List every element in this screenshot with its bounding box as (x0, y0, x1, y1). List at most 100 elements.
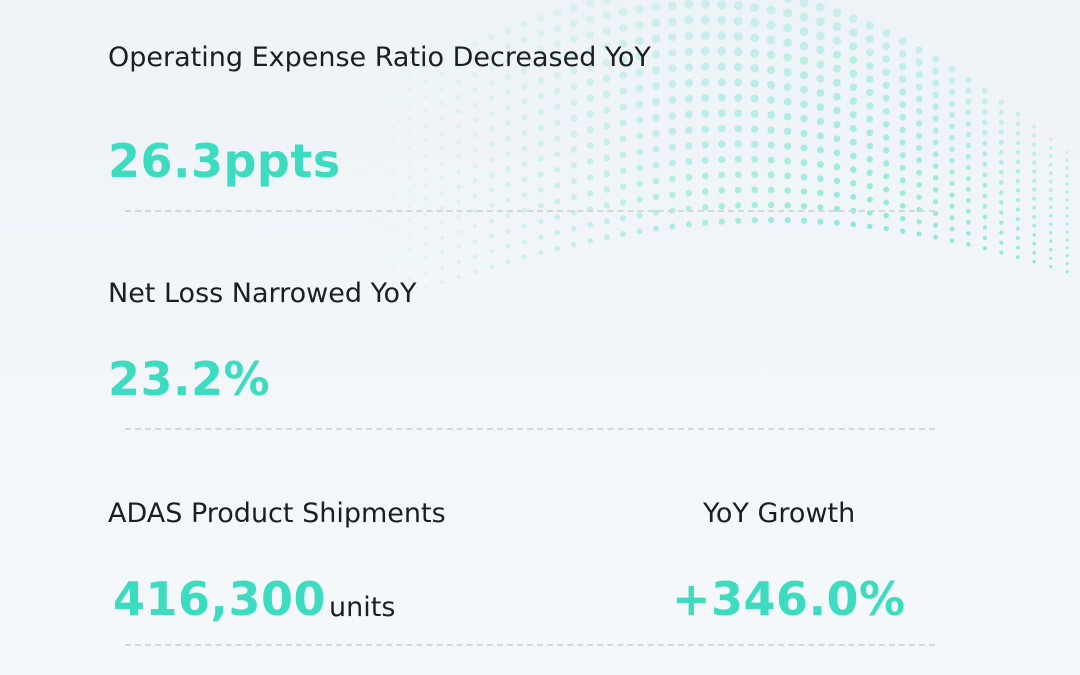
dot (668, 48, 677, 57)
dot (948, 111, 956, 119)
dot (668, 32, 677, 42)
dot (1065, 214, 1069, 218)
dot (734, 124, 742, 133)
dot (866, 102, 874, 110)
dot (423, 109, 428, 114)
dot (899, 139, 906, 146)
dot (668, 127, 677, 136)
dot (982, 98, 988, 105)
dot (751, 171, 759, 179)
dot (684, 63, 694, 72)
dot (586, 31, 595, 39)
dot (440, 280, 445, 285)
dot (833, 149, 841, 157)
dot (948, 100, 956, 107)
dot (883, 212, 889, 219)
dot (965, 198, 971, 203)
dot (702, 219, 709, 226)
dot (1065, 182, 1069, 186)
dot (521, 67, 528, 75)
dot (982, 161, 988, 167)
dot (933, 210, 939, 217)
dot (554, 198, 561, 205)
dot (932, 198, 939, 205)
dot (521, 239, 527, 245)
dot (602, 27, 611, 36)
dot (1015, 111, 1021, 117)
dot (456, 259, 461, 264)
dot (1032, 178, 1037, 183)
dot (866, 129, 874, 137)
dot (916, 169, 922, 176)
dot (882, 107, 890, 115)
dot (965, 76, 972, 83)
dot (982, 119, 988, 126)
dot (489, 203, 495, 208)
dot (488, 110, 495, 117)
dot (440, 146, 445, 151)
dot (800, 173, 808, 181)
dot (932, 175, 939, 181)
dot (668, 96, 677, 104)
metric-label: ADAS Product Shipments (108, 498, 446, 529)
dot (635, 84, 644, 93)
dot (538, 218, 544, 225)
dot (489, 264, 494, 269)
dot (882, 94, 890, 102)
dot (915, 120, 923, 127)
dot (456, 274, 461, 279)
dot (685, 221, 692, 228)
dot (684, 15, 694, 25)
dot (635, 52, 644, 61)
dot (603, 138, 611, 146)
dot (570, 130, 578, 138)
dot (766, 50, 776, 60)
dot (374, 104, 378, 108)
dot (620, 215, 627, 222)
dot (407, 175, 412, 179)
dot (766, 5, 776, 15)
dot (1032, 124, 1037, 129)
dot (619, 71, 627, 80)
dot (1049, 256, 1053, 260)
dot (569, 35, 578, 44)
dot (505, 244, 511, 249)
dot (586, 62, 594, 71)
dot (784, 187, 791, 194)
dot (700, 15, 710, 25)
dot (1065, 262, 1069, 266)
dot (391, 139, 395, 143)
dot (1048, 137, 1053, 142)
dot (391, 225, 395, 229)
dot (635, 68, 644, 77)
dot (554, 214, 561, 220)
dot (866, 142, 874, 150)
dot (899, 190, 906, 197)
dot (554, 119, 561, 126)
dot (554, 182, 561, 189)
dot (1032, 187, 1037, 192)
dot (391, 110, 395, 114)
dot (391, 96, 395, 100)
dot (783, 83, 792, 92)
dot (882, 81, 890, 89)
dot (586, 0, 595, 8)
dot (949, 238, 955, 244)
dot (718, 140, 726, 148)
dot (718, 156, 726, 164)
dot (537, 14, 545, 22)
dot (701, 109, 710, 118)
dot (554, 229, 561, 236)
dot (668, 112, 677, 120)
dot (1015, 178, 1020, 184)
dot (866, 115, 874, 123)
dot (915, 108, 923, 115)
dot (1048, 213, 1053, 218)
dot (570, 194, 577, 201)
dot (965, 109, 972, 116)
dot (407, 146, 412, 150)
dot (635, 4, 644, 14)
dot (949, 169, 955, 175)
dot (684, 47, 694, 56)
dot (521, 223, 527, 229)
